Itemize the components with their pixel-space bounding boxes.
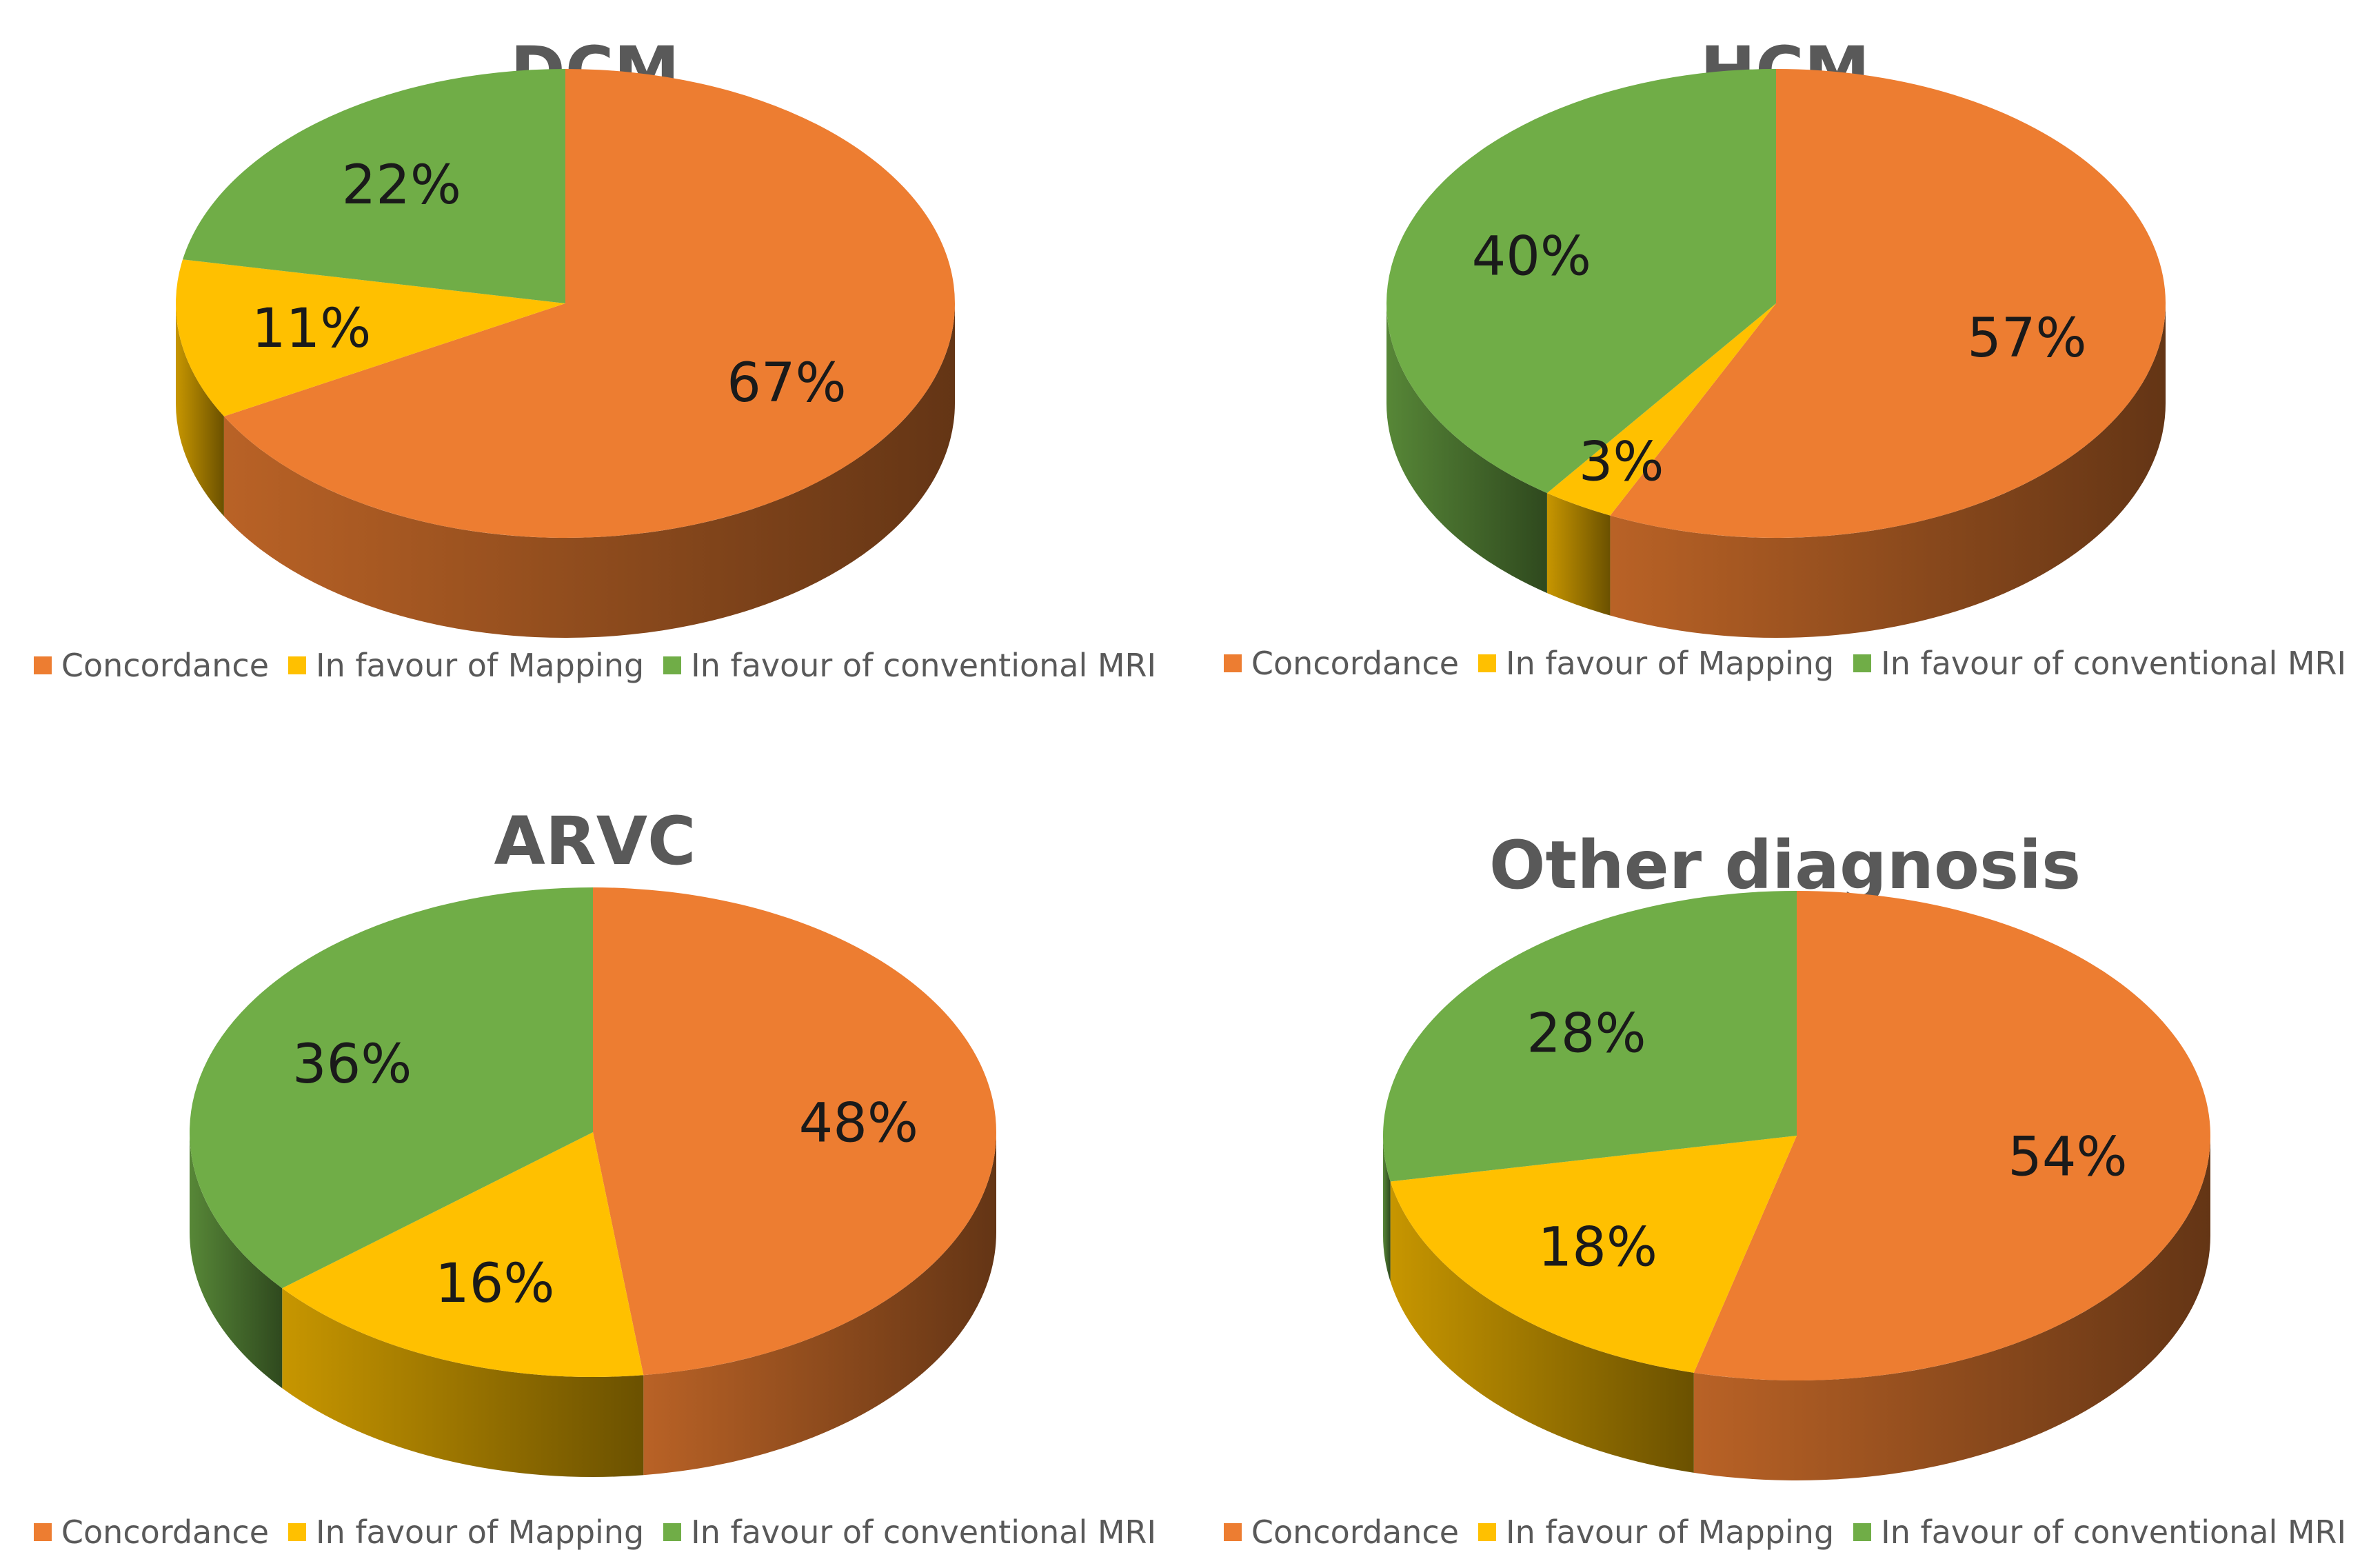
chart-legend: Concordance In favour of Mapping In favour… (0, 645, 1190, 686)
data-label-mapping: 18% (1538, 1216, 1657, 1278)
pie-side-conventional (1383, 1136, 1391, 1282)
legend-label-conventional: In favour of conventional MRI (691, 647, 1157, 684)
legend-label-mapping: In favour of Mapping (316, 647, 645, 684)
pie-slice-mapping (1390, 1136, 1797, 1373)
legend-item-conventional: In favour of conventional MRI (1853, 645, 2346, 682)
pie-side-concordance (223, 303, 955, 638)
legend-item-conventional: In favour of conventional MRI (663, 647, 1156, 684)
legend-swatch-concordance (33, 1523, 52, 1541)
chart-title: ARVC (494, 803, 696, 880)
pie-slice-conventional (1383, 891, 1797, 1182)
pie-side-mapping (282, 1288, 644, 1477)
data-label-mapping: 11% (252, 298, 371, 360)
data-label-conventional: 28% (1526, 1003, 1646, 1065)
legend-item-concordance: Concordance (1223, 645, 1459, 682)
legend-label-mapping: In favour of Mapping (1506, 645, 1835, 682)
pie-side-mapping (1390, 1181, 1694, 1473)
legend-swatch-concordance (33, 656, 52, 674)
legend-item-concordance: Concordance (1223, 1514, 1459, 1551)
legend-swatch-conventional (1853, 654, 1872, 672)
legend-item-mapping: In favour of Mapping (288, 1514, 644, 1551)
pie-slice-concordance (1610, 69, 2166, 538)
legend-swatch-concordance (1223, 1523, 1242, 1541)
data-label-conventional: 40% (1472, 226, 1591, 288)
pie-chart: 54% 18% 28% (1383, 891, 2210, 1480)
legend-swatch-mapping (288, 1523, 306, 1541)
pie-slice-mapping (1546, 303, 1776, 516)
pie-slice-conventional (183, 69, 565, 303)
legend-item-concordance: Concordance (33, 1514, 269, 1551)
legend-swatch-conventional (663, 1523, 682, 1541)
data-label-concordance: 54% (2008, 1126, 2127, 1188)
legend-label-conventional: In favour of conventional MRI (1881, 645, 2347, 682)
pie-slice-mapping (176, 259, 565, 416)
pie-slice-concordance (223, 69, 955, 538)
legend-label-concordance: Concordance (61, 647, 269, 684)
chart-panel-4: Other diagnosis 54% 18% 28% Concordance In fa… (1190, 784, 2380, 1568)
legend-item-mapping: In favour of Mapping (1478, 645, 1834, 682)
data-label-mapping: 16% (435, 1253, 554, 1315)
legend-swatch-conventional (663, 656, 682, 674)
legend-label-mapping: In favour of Mapping (1506, 1514, 1835, 1551)
pie-side-conventional (190, 1132, 283, 1389)
legend-swatch-concordance (1223, 654, 1242, 672)
legend-item-conventional: In favour of conventional MRI (1853, 1514, 2346, 1551)
data-label-conventional: 36% (292, 1034, 412, 1096)
pie-chart: 48% 16% 36% (190, 887, 997, 1477)
chart-title: Other diagnosis (1489, 827, 2081, 904)
pie-side-mapping (176, 303, 224, 516)
legend-swatch-mapping (1478, 1523, 1496, 1541)
pie-slice-mapping (282, 1132, 644, 1377)
pie-side-concordance (643, 1132, 996, 1476)
chart-panel-3: ARVC 48% 16% 36% Concordance In favour of Map… (0, 784, 1190, 1568)
pie-side-conventional (1386, 303, 1547, 594)
legend-label-concordance: Concordance (1251, 645, 1459, 682)
pie-side-mapping (1546, 493, 1611, 616)
legend-swatch-conventional (1853, 1523, 1872, 1541)
legend-label-conventional: In favour of conventional MRI (691, 1514, 1157, 1551)
legend-item-mapping: In favour of Mapping (1478, 1514, 1834, 1551)
legend-label-concordance: Concordance (61, 1514, 269, 1551)
pie-chart: 57% 3% 40% (1386, 69, 2166, 638)
data-label-concordance: 67% (727, 352, 846, 414)
chart-legend: Concordance In favour of Mapping In favour… (1190, 643, 2380, 684)
legend-item-mapping: In favour of Mapping (288, 647, 644, 684)
pie-slice-concordance (1693, 891, 2210, 1380)
legend-item-concordance: Concordance (33, 647, 269, 684)
pie-slice-conventional (190, 887, 593, 1289)
data-label-mapping: 3% (1579, 431, 1664, 493)
legend-label-conventional: In favour of conventional MRI (1881, 1514, 2347, 1551)
pie-chart: 67% 11% 22% (176, 69, 955, 638)
legend-label-mapping: In favour of Mapping (316, 1514, 645, 1551)
legend-swatch-mapping (1478, 654, 1496, 672)
pie-side-concordance (1610, 303, 2166, 638)
chart-legend: Concordance In favour of Mapping In favour… (0, 1511, 1190, 1553)
legend-label-concordance: Concordance (1251, 1514, 1459, 1551)
data-label-conventional: 22% (342, 154, 461, 217)
chart-legend: Concordance In favour of Mapping In favour… (1190, 1511, 2380, 1553)
data-label-concordance: 48% (799, 1092, 918, 1154)
legend-item-conventional: In favour of conventional MRI (663, 1514, 1156, 1551)
pie-slice-concordance (593, 887, 997, 1376)
legend-swatch-mapping (288, 656, 306, 674)
data-label-concordance: 57% (1967, 308, 2086, 370)
pie-slice-conventional (1386, 69, 1776, 494)
pie-side-concordance (1693, 1136, 2210, 1480)
